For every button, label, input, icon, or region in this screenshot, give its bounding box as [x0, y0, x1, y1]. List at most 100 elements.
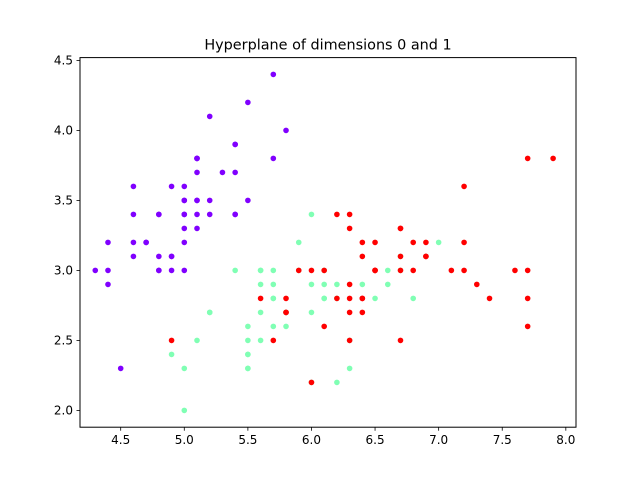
data-point [232, 141, 238, 148]
data-point [156, 211, 162, 218]
data-point [194, 169, 200, 176]
data-point [283, 309, 289, 316]
data-point [334, 281, 340, 288]
data-point [270, 281, 277, 288]
data-point [346, 365, 353, 372]
data-point [384, 267, 391, 274]
data-point [346, 309, 353, 316]
x-tick-label: 5.0 [175, 433, 194, 447]
data-point [346, 225, 353, 232]
data-point [245, 99, 251, 106]
data-point [359, 281, 366, 288]
chart-title: Hyperplane of dimensions 0 and 1 [204, 38, 451, 54]
x-tick-label: 8.0 [556, 433, 575, 447]
data-point [168, 351, 175, 358]
x-tick-label: 4.5 [111, 433, 130, 447]
data-point [524, 295, 531, 302]
data-point [181, 211, 188, 218]
data-point [397, 253, 404, 260]
data-point [181, 407, 188, 414]
data-point [206, 211, 213, 218]
data-point [105, 267, 111, 274]
data-point [194, 225, 200, 232]
data-point [181, 267, 188, 274]
data-point [130, 183, 137, 190]
data-point [423, 253, 429, 260]
data-point [359, 239, 366, 246]
data-point [245, 351, 251, 358]
data-point [194, 155, 200, 162]
data-point [321, 295, 327, 302]
data-point [524, 155, 531, 162]
data-point [283, 323, 289, 330]
data-point [270, 295, 277, 302]
data-point [346, 295, 353, 302]
series-2-points [168, 155, 556, 386]
data-point [257, 281, 264, 288]
data-point [359, 309, 366, 316]
data-point [130, 239, 137, 246]
y-tick-label: 2.0 [54, 404, 73, 418]
data-point [283, 127, 289, 134]
data-point [245, 323, 251, 330]
data-point [397, 267, 404, 274]
data-point [232, 211, 238, 218]
data-point [346, 337, 353, 344]
y-axis: 2.0 2.5 3.0 3.5 4.0 4.5 [54, 54, 80, 418]
data-point [181, 365, 188, 372]
data-point [194, 337, 200, 344]
data-point [245, 197, 251, 204]
data-point [232, 267, 238, 274]
data-point [206, 113, 213, 120]
data-point [435, 239, 442, 246]
data-point [257, 295, 264, 302]
data-point [168, 337, 175, 344]
data-point [168, 253, 175, 260]
series-0-points [92, 71, 289, 372]
data-point [359, 295, 366, 302]
data-point [384, 281, 391, 288]
data-point [461, 239, 467, 246]
data-point [410, 295, 417, 302]
data-point [308, 309, 315, 316]
data-point [474, 281, 480, 288]
data-point [308, 267, 315, 274]
data-point [117, 365, 124, 372]
data-point [512, 267, 518, 274]
data-point [168, 183, 175, 190]
x-tick-label: 7.5 [493, 433, 512, 447]
data-point [194, 197, 200, 204]
data-point [295, 267, 302, 274]
data-point [334, 295, 340, 302]
data-point [143, 239, 149, 246]
y-tick-label: 3.0 [54, 264, 73, 278]
data-point [372, 239, 378, 246]
data-point [156, 267, 162, 274]
data-point [270, 71, 277, 78]
data-point [283, 295, 289, 302]
data-point [461, 267, 467, 274]
data-point [270, 267, 277, 274]
data-point [181, 183, 188, 190]
data-point [130, 253, 137, 260]
data-point [257, 267, 264, 274]
data-point [308, 281, 315, 288]
y-tick-label: 3.5 [54, 194, 73, 208]
data-point [92, 267, 99, 274]
data-point [346, 281, 353, 288]
series-1-points [168, 211, 442, 414]
data-point [270, 323, 277, 330]
data-point [410, 267, 417, 274]
data-point [206, 197, 213, 204]
data-point [181, 239, 188, 246]
data-point [334, 211, 340, 218]
data-point [524, 267, 531, 274]
data-point [372, 295, 378, 302]
data-point [206, 309, 213, 316]
data-point [359, 253, 366, 260]
data-point [423, 239, 429, 246]
data-point [257, 309, 264, 316]
data-point [181, 225, 188, 232]
data-point [181, 197, 188, 204]
